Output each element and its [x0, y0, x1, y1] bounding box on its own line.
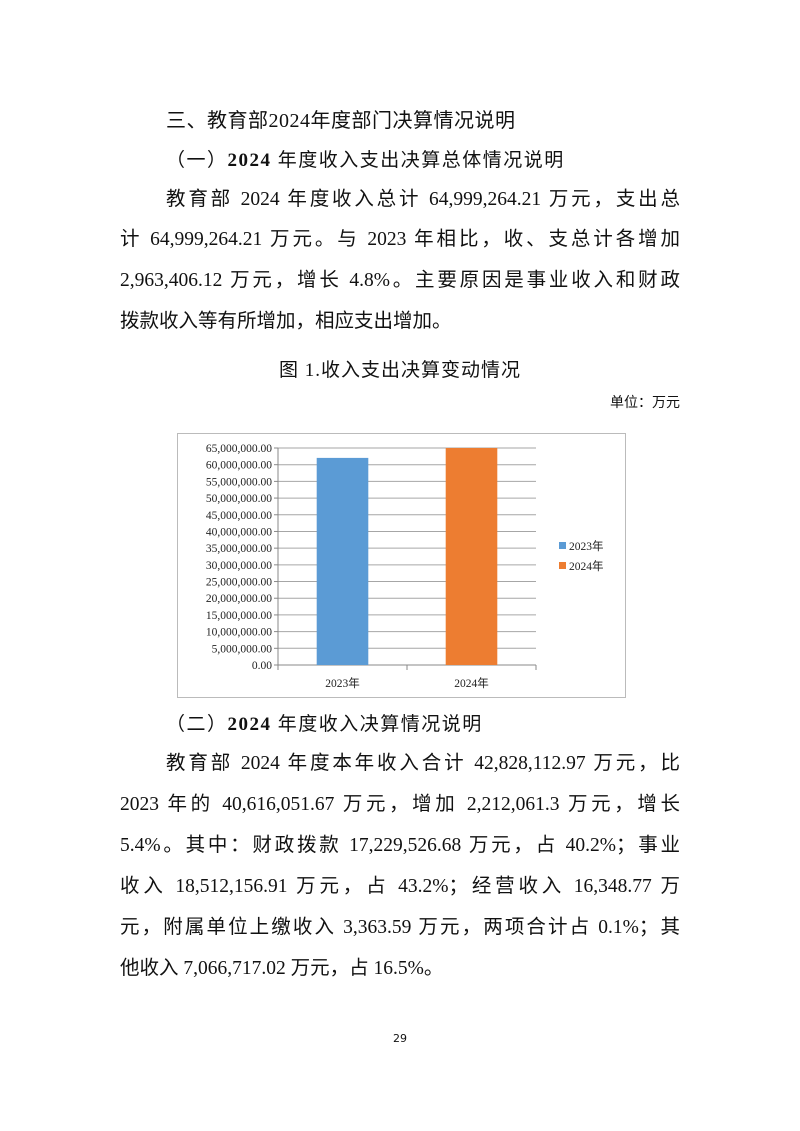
subsection-prefix: （一）	[166, 150, 228, 171]
paragraph-line: 他收入 7,066,717.02 万元，占 16.5%。	[120, 958, 444, 979]
legend-swatch	[559, 562, 566, 569]
y-tick-label: 5,000,000.00	[212, 643, 273, 655]
bar-2023年	[316, 457, 369, 665]
subsection-year: 2024	[227, 714, 272, 735]
paragraph-line: 教育部 2024 年度本年收入合计 42,828,112.97 万元，比	[166, 753, 680, 774]
y-tick-label: 15,000,000.00	[206, 610, 272, 622]
y-tick-label: 30,000,000.00	[206, 560, 272, 572]
subsection-heading-2: （二）2024 年度收入决算情况说明	[166, 709, 483, 736]
paragraph-line: 教育部 2024 年度收入总计 64,999,264.21 万元，支出总	[166, 189, 680, 210]
legend-swatch	[559, 542, 566, 549]
paragraph-line: 2023 年的 40,616,051.67 万元，增加 2,212,061.3 …	[120, 794, 680, 815]
bar-chart: 0.00 5,000,000.00 10,000,000.00 15,000,000.…	[177, 433, 626, 698]
y-tick-label: 55,000,000.00	[206, 476, 272, 488]
chart-svg: 0.00 5,000,000.00 10,000,000.00 15,000,000.…	[206, 443, 604, 690]
x-tick-label: 2023年	[325, 676, 360, 690]
subsection-prefix: （二）	[166, 714, 228, 735]
y-tick-label: 20,000,000.00	[206, 593, 272, 605]
paragraph-line: 计 64,999,264.21 万元。与 2023 年相比，收、支总计各增加	[120, 229, 680, 250]
paragraph-line: 2,963,406.12 万元，增长 4.8%。主要原因是事业收入和财政	[120, 270, 680, 291]
paragraph-line: 收入 18,512,156.91 万元，占 43.2%；经营收入 16,348.…	[120, 876, 680, 897]
subsection-year: 2024	[227, 150, 272, 171]
y-tick-label: 35,000,000.00	[206, 543, 272, 555]
y-tick-label: 10,000,000.00	[206, 627, 272, 639]
legend-label: 2023年	[569, 539, 604, 553]
legend-label: 2024年	[569, 559, 604, 573]
figure-caption: 图 1.收入支出决算变动情况	[278, 360, 521, 381]
y-tick-label: 25,000,000.00	[206, 577, 272, 589]
subsection-heading-1: （一）2024 年度收入支出决算总体情况说明	[166, 145, 565, 172]
unit-label: 单位：万元	[610, 396, 680, 411]
subsection-title: 年度收入决算情况说明	[277, 714, 483, 735]
y-tick-label: 0.00	[252, 660, 272, 672]
y-tick-label: 60,000,000.00	[206, 460, 272, 472]
y-tick-label: 50,000,000.00	[206, 493, 272, 505]
page-number: 29	[393, 1032, 407, 1045]
bar-2024年	[445, 448, 498, 665]
y-tick-label: 65,000,000.00	[206, 443, 272, 455]
paragraph-line: 拨款收入等有所增加，相应支出增加。	[120, 311, 452, 332]
subsection-title: 年度收入支出决算总体情况说明	[277, 150, 565, 171]
paragraph-line: 5.4%。其中：财政拨款 17,229,526.68 万元，占 40.2%；事业	[120, 835, 680, 856]
paragraph-line: 元，附属单位上缴收入 3,363.59 万元，两项合计占 0.1%；其	[120, 917, 680, 938]
x-tick-label: 2024年	[454, 676, 489, 690]
y-tick-label: 45,000,000.00	[206, 510, 272, 522]
section-title: 三、教育部2024年度部门决算情况说明	[166, 110, 516, 132]
y-tick-label: 40,000,000.00	[206, 526, 272, 538]
